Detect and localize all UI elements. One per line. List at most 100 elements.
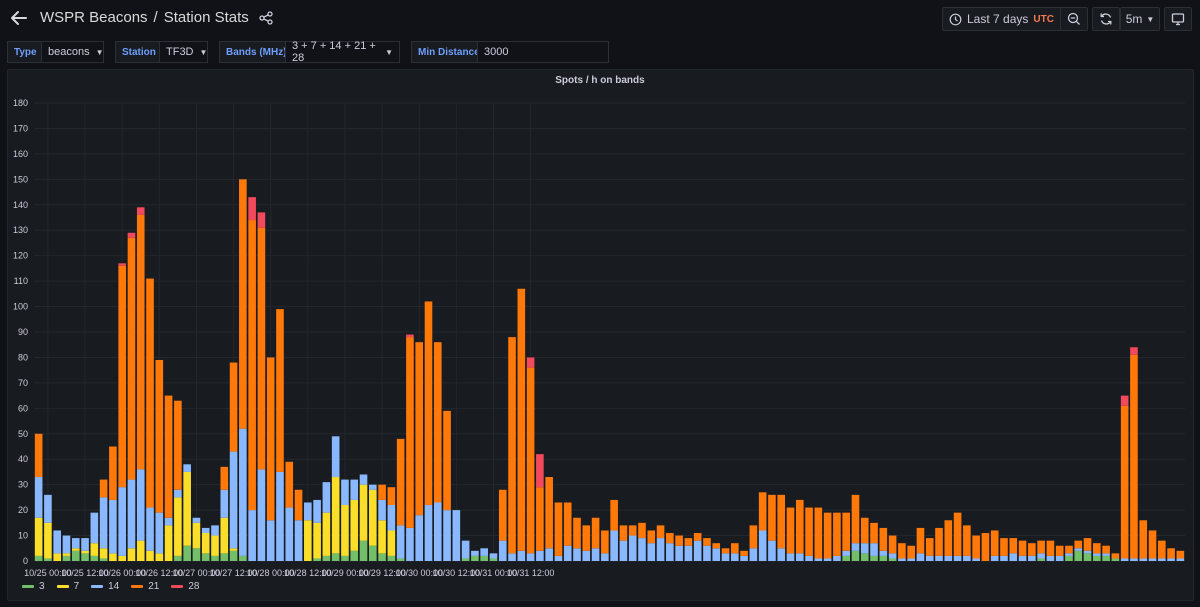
bar-segment-21 [666, 533, 674, 544]
bar-segment-14 [239, 428, 247, 556]
share-icon[interactable] [259, 10, 273, 25]
var-value-min-distance: 3000 [484, 46, 509, 58]
bar-segment-21 [1046, 540, 1055, 556]
bar-segment-21 [136, 214, 145, 470]
legend-item-28[interactable]: 28 [171, 581, 200, 592]
top-bar: WSPR Beacons / Station Stats Last 7 days … [0, 0, 1200, 38]
bar-segment-28 [1120, 395, 1129, 406]
chevron-down-icon: ▼ [1146, 14, 1155, 24]
bar-segment-3 [1102, 555, 1110, 561]
dashboard-name[interactable]: Station Stats [163, 9, 249, 26]
bar-segment-14 [220, 489, 229, 518]
y-tick-label: 50 [18, 429, 28, 439]
bar-segment-14 [740, 555, 748, 561]
clock-icon [949, 13, 962, 25]
bar-segment-21 [378, 484, 386, 500]
bar-segment-14 [619, 540, 628, 561]
bar-segment-21 [118, 265, 126, 488]
bar-segment-3 [842, 555, 851, 561]
refresh-button[interactable] [1092, 7, 1120, 31]
bar-segment-3 [1093, 555, 1101, 561]
bar-segment-14 [211, 525, 219, 536]
var-select-station[interactable]: TF3D ▼ [159, 41, 208, 63]
bar-segment-14 [833, 555, 841, 561]
bar-segment-21 [1167, 548, 1175, 559]
bar-segment-14 [1055, 555, 1064, 561]
bar-segment-7 [322, 512, 331, 556]
bar-segment-7 [359, 484, 368, 541]
bar-segment-14 [489, 553, 498, 559]
bar-segment-7 [164, 525, 173, 561]
bar-segment-28 [248, 197, 256, 221]
bar-segment-14 [1046, 555, 1055, 561]
bar-segment-14 [684, 545, 693, 561]
bar-segment-3 [1111, 558, 1120, 561]
bar-segment-7 [44, 522, 52, 559]
y-tick-label: 140 [13, 200, 28, 210]
bar-segment-21 [693, 533, 702, 541]
bar-segment-3 [471, 555, 479, 561]
bar-segment-14 [712, 548, 721, 561]
bar-segment-21 [248, 220, 256, 511]
bar-segment-14 [703, 545, 711, 561]
bar-segment-21 [805, 507, 813, 556]
x-tick-label: 10/29 12:00 [358, 568, 406, 578]
bar-segment-21 [545, 477, 553, 549]
bar-segment-14 [749, 548, 758, 561]
bar-segment-21 [972, 535, 980, 559]
bar-segment-14 [1028, 555, 1036, 561]
bar-segment-14 [136, 469, 145, 541]
bar-segment-3 [1074, 550, 1083, 561]
bar-segment-21 [266, 357, 275, 521]
var-select-type[interactable]: beacons ▼ [41, 41, 104, 63]
x-tick-label: 10/27 00:00 [173, 568, 221, 578]
y-tick-label: 150 [13, 174, 28, 184]
bar-segment-21 [1083, 538, 1092, 551]
bar-segment-14 [415, 515, 424, 561]
legend-item-21[interactable]: 21 [131, 581, 159, 592]
bar-segment-14 [573, 548, 581, 561]
refresh-interval-picker[interactable]: 5m ▼ [1120, 7, 1160, 31]
y-tick-label: 120 [13, 251, 28, 261]
bar-segment-21 [953, 512, 962, 556]
bar-segment-14 [127, 479, 136, 549]
bar-segment-21 [684, 538, 693, 546]
bar-segment-21 [34, 433, 43, 478]
var-select-bands[interactable]: 3 + 7 + 14 + 21 + 28 ▼ [285, 40, 400, 64]
bar-segment-14 [341, 479, 349, 506]
bar-segment-28 [1130, 347, 1138, 355]
bar-segment-21 [239, 179, 247, 429]
legend-item-14[interactable]: 14 [91, 581, 119, 592]
bar-segment-21 [396, 438, 405, 526]
bar-segment-14 [313, 499, 321, 523]
bar-segment-21 [898, 543, 906, 559]
bar-segment-14 [842, 550, 851, 556]
bar-segment-21 [675, 535, 683, 546]
zoom-out-icon [1067, 12, 1080, 25]
bar-segment-3 [461, 558, 470, 561]
var-input-min-distance[interactable]: 3000 [477, 41, 609, 63]
bar-segment-14 [554, 555, 563, 561]
bar-segment-21 [907, 545, 915, 559]
bar-segment-21 [433, 342, 442, 503]
bar-segment-21 [601, 530, 609, 554]
folder-title[interactable]: WSPR Beacons [40, 9, 148, 26]
zoom-out-button[interactable] [1060, 7, 1088, 31]
chevron-down-icon: ▼ [95, 47, 104, 57]
bar-segment-14 [44, 494, 52, 523]
bar-segment-7 [368, 489, 377, 546]
refresh-icon [1100, 13, 1112, 25]
bar-segment-21 [814, 507, 823, 559]
bar-segment-7 [350, 499, 359, 551]
bar-segment-14 [294, 520, 303, 561]
bar-segment-21 [990, 530, 999, 556]
legend-item-3[interactable]: 3 [22, 581, 45, 592]
bar-segment-14 [963, 555, 971, 561]
tv-mode-button[interactable] [1164, 7, 1192, 31]
bar-segment-14 [1176, 558, 1185, 561]
panel-title[interactable]: Spots / h on bands [555, 75, 645, 86]
legend-item-7[interactable]: 7 [56, 581, 79, 592]
back-arrow-icon[interactable] [8, 7, 30, 29]
bar-segment-14 [155, 512, 164, 554]
bar-segment-21 [1055, 545, 1064, 556]
